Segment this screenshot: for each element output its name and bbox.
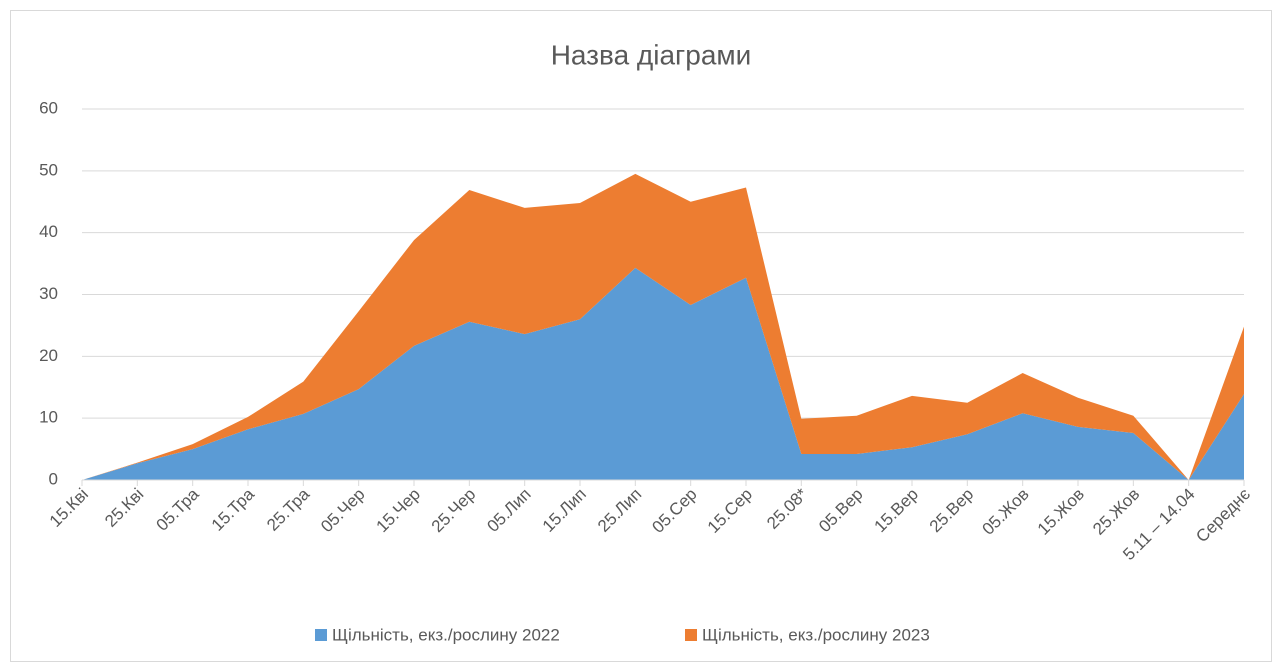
legend-label: Щільність, екз./рослину 2022 <box>332 625 560 644</box>
y-tick-label: 30 <box>39 284 58 303</box>
y-tick-label: 50 <box>39 160 58 179</box>
y-tick-label: 20 <box>39 346 58 365</box>
legend-label: Щільність, екз./рослину 2023 <box>702 625 930 644</box>
area <box>82 173 1244 481</box>
legend-swatch <box>685 629 697 641</box>
y-tick-label: 60 <box>39 98 58 117</box>
legend-swatch <box>315 629 327 641</box>
y-tick-label: 10 <box>39 408 58 427</box>
area <box>82 267 1244 480</box>
y-tick-label: 0 <box>49 469 58 488</box>
chart-title: Назва діаграми <box>551 39 752 70</box>
y-tick-label: 40 <box>39 222 58 241</box>
